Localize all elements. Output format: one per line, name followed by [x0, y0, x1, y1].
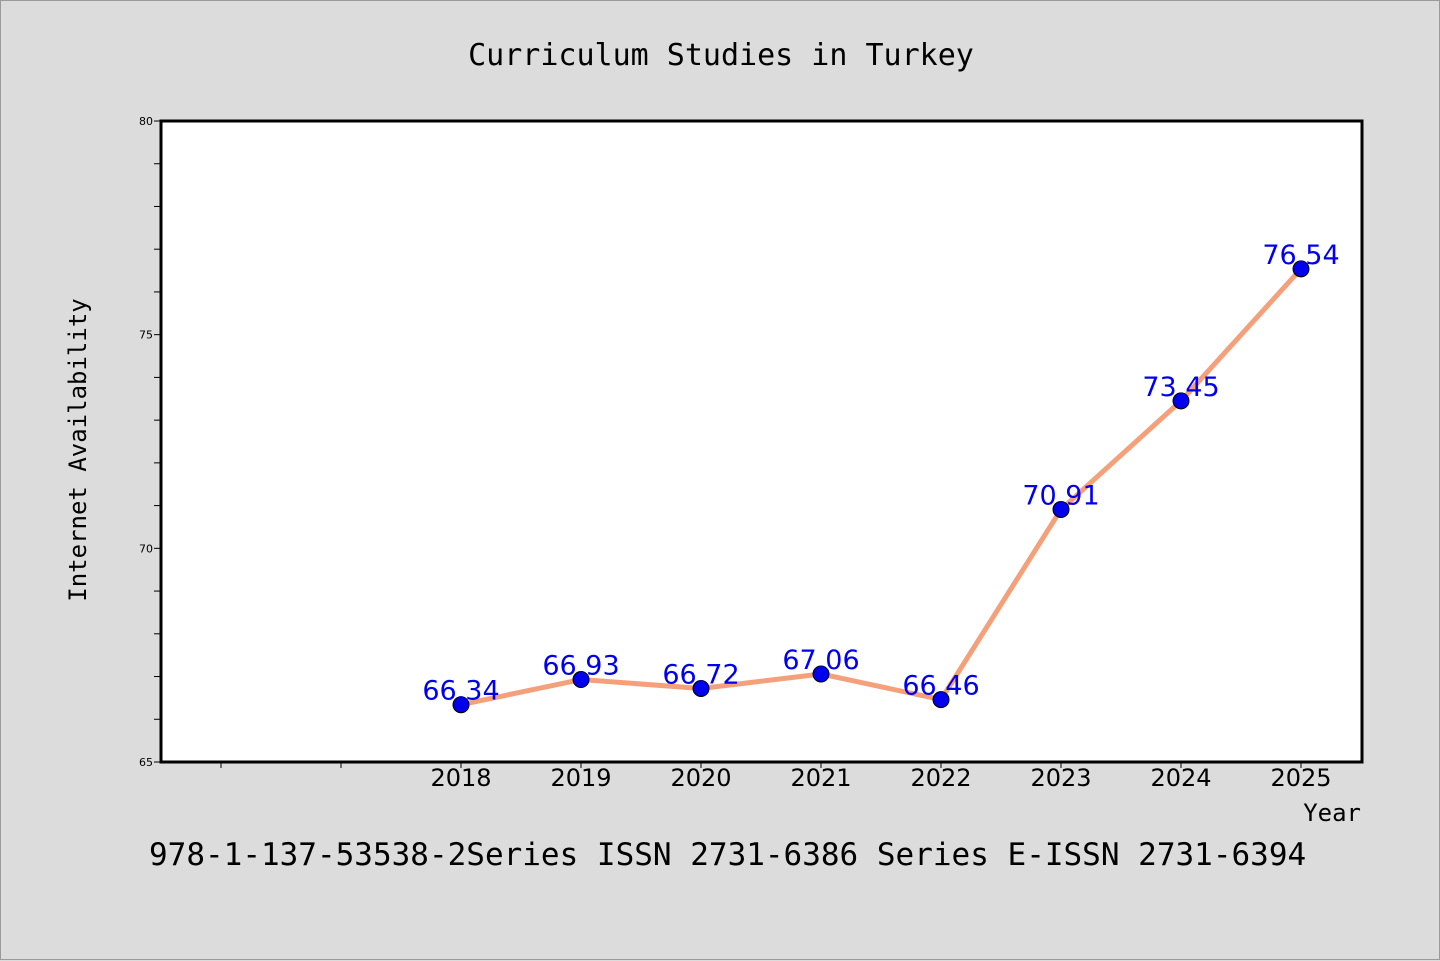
data-point	[692, 679, 710, 697]
data-label: 76.54	[1262, 240, 1339, 271]
x-tick-label: 2022	[910, 764, 971, 792]
data-point	[1292, 260, 1310, 278]
data-label: 66.46	[902, 671, 979, 702]
data-label: 66.34	[422, 676, 499, 707]
data-point	[1172, 392, 1190, 410]
x-tick-label: 2018	[430, 764, 491, 792]
plot-area	[159, 119, 1364, 764]
y-tick-label: 80	[139, 115, 153, 128]
data-label: 66.93	[542, 651, 619, 682]
x-tick-label: 2019	[550, 764, 611, 792]
data-point	[812, 665, 830, 683]
data-point	[932, 691, 950, 709]
y-tick-label: 65	[139, 756, 153, 769]
y-tick-label: 70	[139, 542, 153, 555]
footer-text: 978-1-137-53538-2Series ISSN 2731-6386 S…	[149, 837, 1306, 873]
data-label: 67.06	[782, 645, 859, 676]
y-axis-label: Internet Availability	[64, 298, 92, 601]
chart-title: Curriculum Studies in Turkey	[468, 38, 974, 73]
data-point	[572, 671, 590, 689]
data-label: 70.91	[1022, 480, 1099, 511]
x-axis-label: Year	[1303, 799, 1361, 827]
x-tick-label: 2023	[1030, 764, 1091, 792]
x-tick-label: 2021	[790, 764, 851, 792]
series-layer: 66.34 66.93 66.72 67.06 66.46 70.91 73.45 76.54	[422, 240, 1340, 714]
data-label: 73.45	[1142, 372, 1219, 403]
x-tick-label: 2024	[1150, 764, 1211, 792]
x-tick-label: 2020	[670, 764, 731, 792]
x-tick-label: 2025	[1270, 764, 1331, 792]
data-point	[452, 696, 470, 714]
series-line	[460, 267, 1303, 708]
y-axis-ticks: 65 70 75 80	[139, 115, 161, 769]
x-axis-ticks: 2018 2019 2020 2021 2022 2023 2024 2025	[220, 762, 1332, 792]
data-label: 66.72	[662, 659, 739, 690]
y-tick-label: 75	[139, 329, 153, 342]
data-point	[1052, 500, 1070, 518]
